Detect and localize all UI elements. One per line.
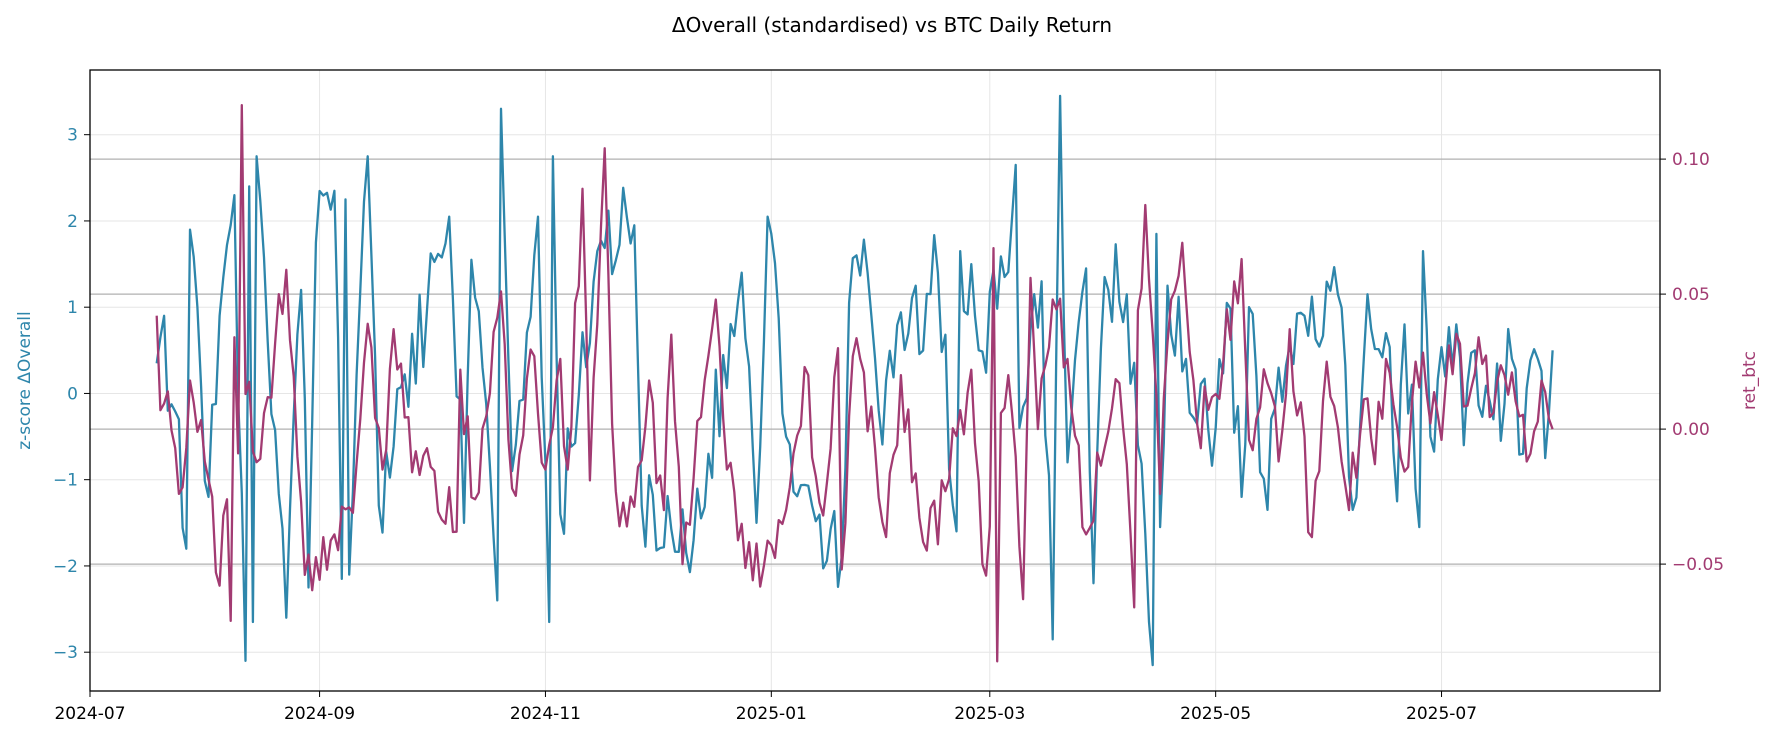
y-left-tick-label: −3 [53,643,78,663]
series-line-zscore-doverall [155,94,1554,667]
x-tick-label: 2025-05 [1180,704,1251,724]
series-lines [155,94,1554,667]
x-tick-label: 2025-01 [736,704,807,724]
x-tick-label: 2025-03 [954,704,1025,724]
y-right-tick-label: 0.00 [1672,420,1710,440]
chart-title: ΔOverall (standardised) vs BTC Daily Ret… [672,13,1112,37]
y-right-tick-label: 0.10 [1672,150,1710,170]
y-left-tick-label: 2 [67,212,78,232]
y-right-tick-label: −0.05 [1672,555,1724,575]
x-tick-label: 2024-09 [284,704,355,724]
x-tick-label: 2024-07 [54,704,125,724]
x-tick-label: 2024-11 [510,704,581,724]
x-tick-label: 2025-07 [1406,704,1477,724]
plot-frame [89,69,1661,692]
y-left-tick-label: 0 [67,384,78,404]
y-axis-left-label: z-score ΔOverall [15,311,35,450]
y-left-tick-label: −2 [53,557,78,577]
y-left-tick-label: −1 [53,471,78,491]
series-line-ret-btc [155,103,1554,663]
y-right-tick-label: 0.05 [1672,285,1710,305]
y-left-tick-label: 3 [67,126,78,146]
axis-ticks: 2024-07 2024-09 2024-11 2025-01 2025-03 2025-… [53,126,1724,724]
grid-lines [89,70,1660,691]
y-left-tick-label: 1 [67,298,78,318]
y-axis-right-label: ret_btc [1740,351,1760,410]
